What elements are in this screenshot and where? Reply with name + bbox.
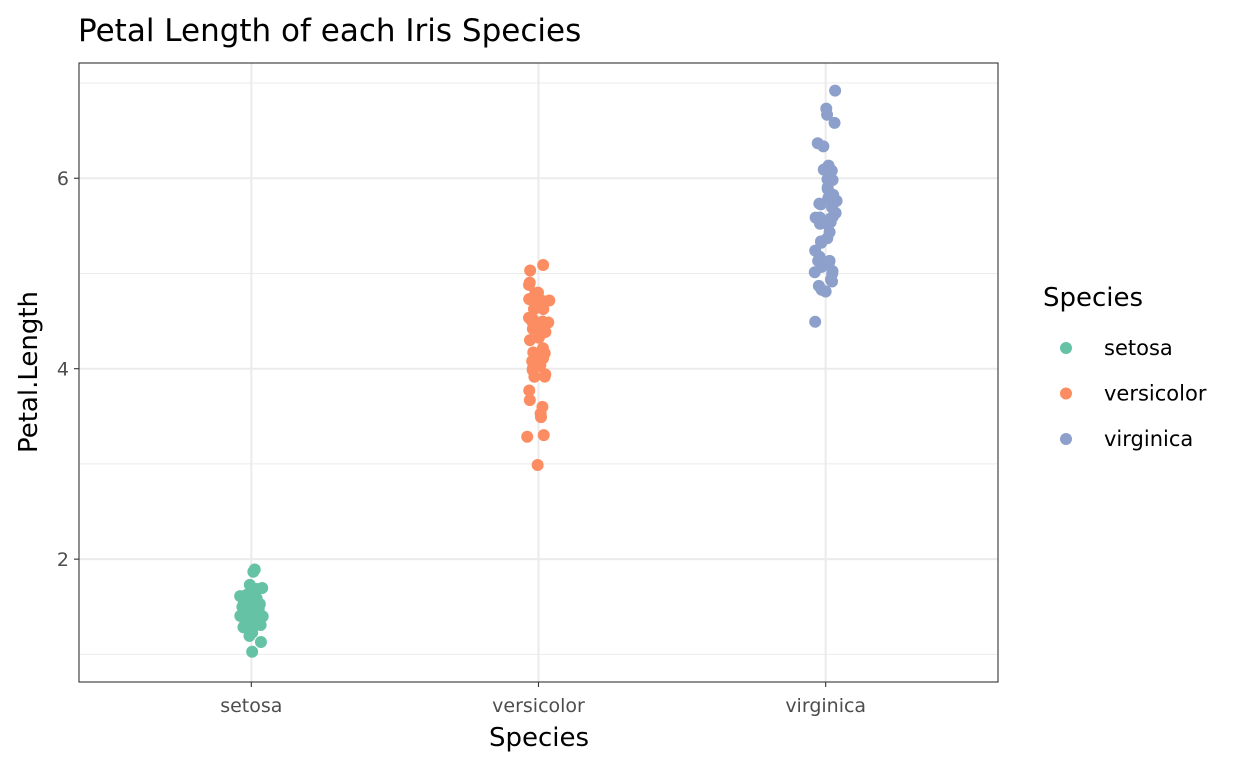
point-versicolor: [526, 322, 539, 335]
point-virginica: [826, 201, 839, 214]
point-setosa: [254, 636, 267, 649]
point-virginica: [821, 181, 834, 194]
point-versicolor: [542, 316, 555, 329]
point-versicolor: [528, 303, 541, 316]
point-virginica: [823, 226, 836, 239]
point-versicolor: [543, 294, 556, 307]
legend-label-versicolor: versicolor: [1104, 382, 1207, 406]
points: [234, 84, 843, 658]
legend-title: Species: [1043, 283, 1143, 313]
point-virginica: [826, 210, 839, 223]
legend-label-virginica: virginica: [1104, 427, 1193, 451]
point-virginica: [829, 84, 842, 97]
x-axis-label: Species: [489, 723, 589, 753]
point-versicolor: [523, 394, 536, 407]
point-versicolor: [527, 346, 540, 359]
point-virginica: [822, 159, 835, 172]
point-versicolor: [537, 259, 550, 272]
y-tick-label: 4: [57, 359, 69, 381]
point-virginica: [817, 258, 830, 271]
point-virginica: [813, 197, 826, 210]
point-versicolor: [537, 352, 550, 365]
point-virginica: [826, 275, 839, 288]
y-tick-label: 6: [57, 168, 69, 190]
point-versicolor: [531, 286, 544, 299]
point-setosa: [246, 645, 259, 658]
point-versicolor: [534, 411, 547, 424]
point-setosa: [238, 619, 251, 632]
legend-key-setosa: [1060, 342, 1072, 354]
point-versicolor: [523, 334, 536, 347]
point-virginica: [819, 285, 832, 298]
point-versicolor: [523, 276, 536, 289]
point-virginica: [828, 116, 841, 129]
chart-title: Petal Length of each Iris Species: [78, 13, 581, 49]
legend-key-versicolor: [1060, 387, 1072, 400]
point-versicolor: [539, 325, 552, 338]
point-virginica: [813, 217, 826, 230]
point-versicolor: [523, 384, 536, 397]
point-versicolor: [538, 370, 551, 383]
point-virginica: [809, 315, 822, 328]
x-tick-label: versicolor: [492, 695, 585, 717]
point-virginica: [820, 102, 833, 115]
x-axis: setosa versicolor virginica: [220, 682, 866, 717]
point-versicolor: [523, 293, 536, 306]
x-tick-label: setosa: [220, 695, 282, 717]
y-axis: 2 4 6: [57, 168, 79, 571]
point-setosa: [240, 589, 253, 602]
point-setosa: [249, 607, 262, 620]
point-setosa: [238, 600, 251, 613]
point-versicolor: [537, 429, 550, 442]
point-versicolor: [536, 400, 549, 413]
x-tick-label: virginica: [785, 695, 866, 717]
legend: Species setosa versicolor virginica: [1043, 283, 1207, 451]
point-versicolor: [527, 362, 540, 375]
point-setosa: [248, 563, 261, 576]
point-versicolor: [524, 264, 537, 277]
point-versicolor: [521, 430, 534, 443]
legend-label-setosa: setosa: [1104, 336, 1173, 360]
legend-key-virginica: [1060, 433, 1072, 445]
point-setosa: [234, 609, 247, 622]
y-axis-label: Petal.Length: [14, 291, 44, 453]
point-virginica: [811, 137, 824, 150]
point-virginica: [826, 265, 839, 278]
y-tick-label: 2: [57, 549, 69, 571]
point-versicolor: [531, 458, 544, 471]
